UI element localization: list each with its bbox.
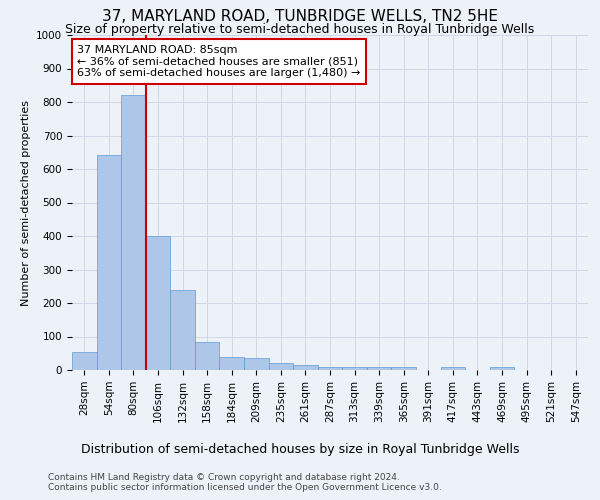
Text: Contains HM Land Registry data © Crown copyright and database right 2024.: Contains HM Land Registry data © Crown c… — [48, 472, 400, 482]
Bar — [220, 356, 244, 370]
Bar — [490, 368, 514, 370]
Bar — [367, 366, 391, 370]
Bar — [244, 358, 269, 370]
Text: 37, MARYLAND ROAD, TUNBRIDGE WELLS, TN2 5HE: 37, MARYLAND ROAD, TUNBRIDGE WELLS, TN2 … — [102, 9, 498, 24]
Bar — [269, 362, 293, 370]
Text: Size of property relative to semi-detached houses in Royal Tunbridge Wells: Size of property relative to semi-detach… — [65, 22, 535, 36]
Bar — [293, 365, 318, 370]
Bar — [72, 352, 97, 370]
Bar — [391, 368, 416, 370]
Bar — [318, 366, 342, 370]
Text: Contains public sector information licensed under the Open Government Licence v3: Contains public sector information licen… — [48, 482, 442, 492]
Bar — [342, 368, 367, 370]
Bar — [440, 366, 465, 370]
Bar — [146, 236, 170, 370]
Bar — [121, 96, 146, 370]
Text: 37 MARYLAND ROAD: 85sqm
← 36% of semi-detached houses are smaller (851)
63% of s: 37 MARYLAND ROAD: 85sqm ← 36% of semi-de… — [77, 45, 361, 78]
Y-axis label: Number of semi-detached properties: Number of semi-detached properties — [20, 100, 31, 306]
Bar — [170, 290, 195, 370]
Bar — [195, 342, 220, 370]
Bar — [97, 154, 121, 370]
Text: Distribution of semi-detached houses by size in Royal Tunbridge Wells: Distribution of semi-detached houses by … — [81, 442, 519, 456]
